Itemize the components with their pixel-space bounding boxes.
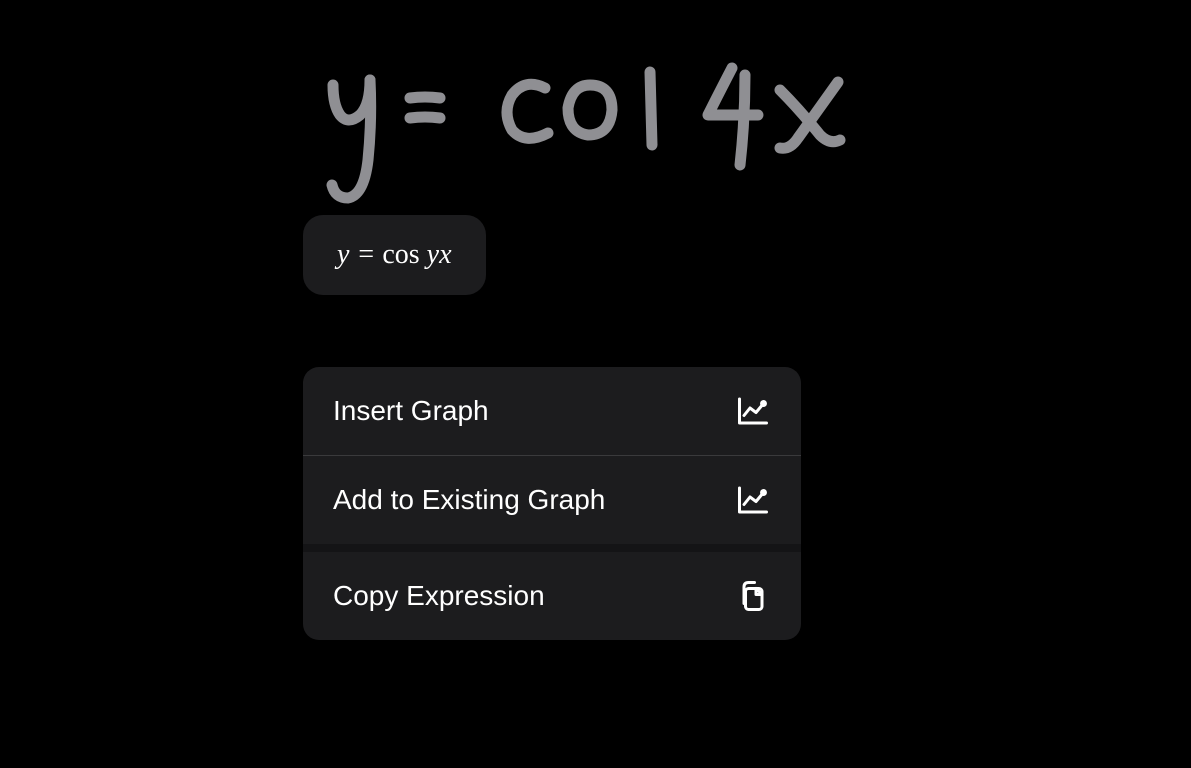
insert-graph-button[interactable]: Insert Graph bbox=[303, 367, 801, 455]
chart-line-icon bbox=[735, 393, 771, 429]
menu-item-label: Insert Graph bbox=[333, 395, 489, 427]
add-to-existing-graph-button[interactable]: Add to Existing Graph bbox=[303, 456, 801, 544]
menu-section-divider bbox=[303, 544, 801, 552]
clipboard-icon bbox=[735, 578, 771, 614]
menu-item-label: Add to Existing Graph bbox=[333, 484, 605, 516]
copy-expression-button[interactable]: Copy Expression bbox=[303, 552, 801, 640]
handwritten-expression bbox=[320, 60, 860, 210]
menu-item-label: Copy Expression bbox=[333, 580, 545, 612]
context-menu: Insert Graph Add to Existing Graph Copy … bbox=[303, 367, 801, 640]
recognized-expression-box[interactable]: y = cos yx bbox=[303, 215, 486, 295]
recognized-expression: y = cos yx bbox=[337, 239, 452, 271]
chart-line-icon bbox=[735, 482, 771, 518]
